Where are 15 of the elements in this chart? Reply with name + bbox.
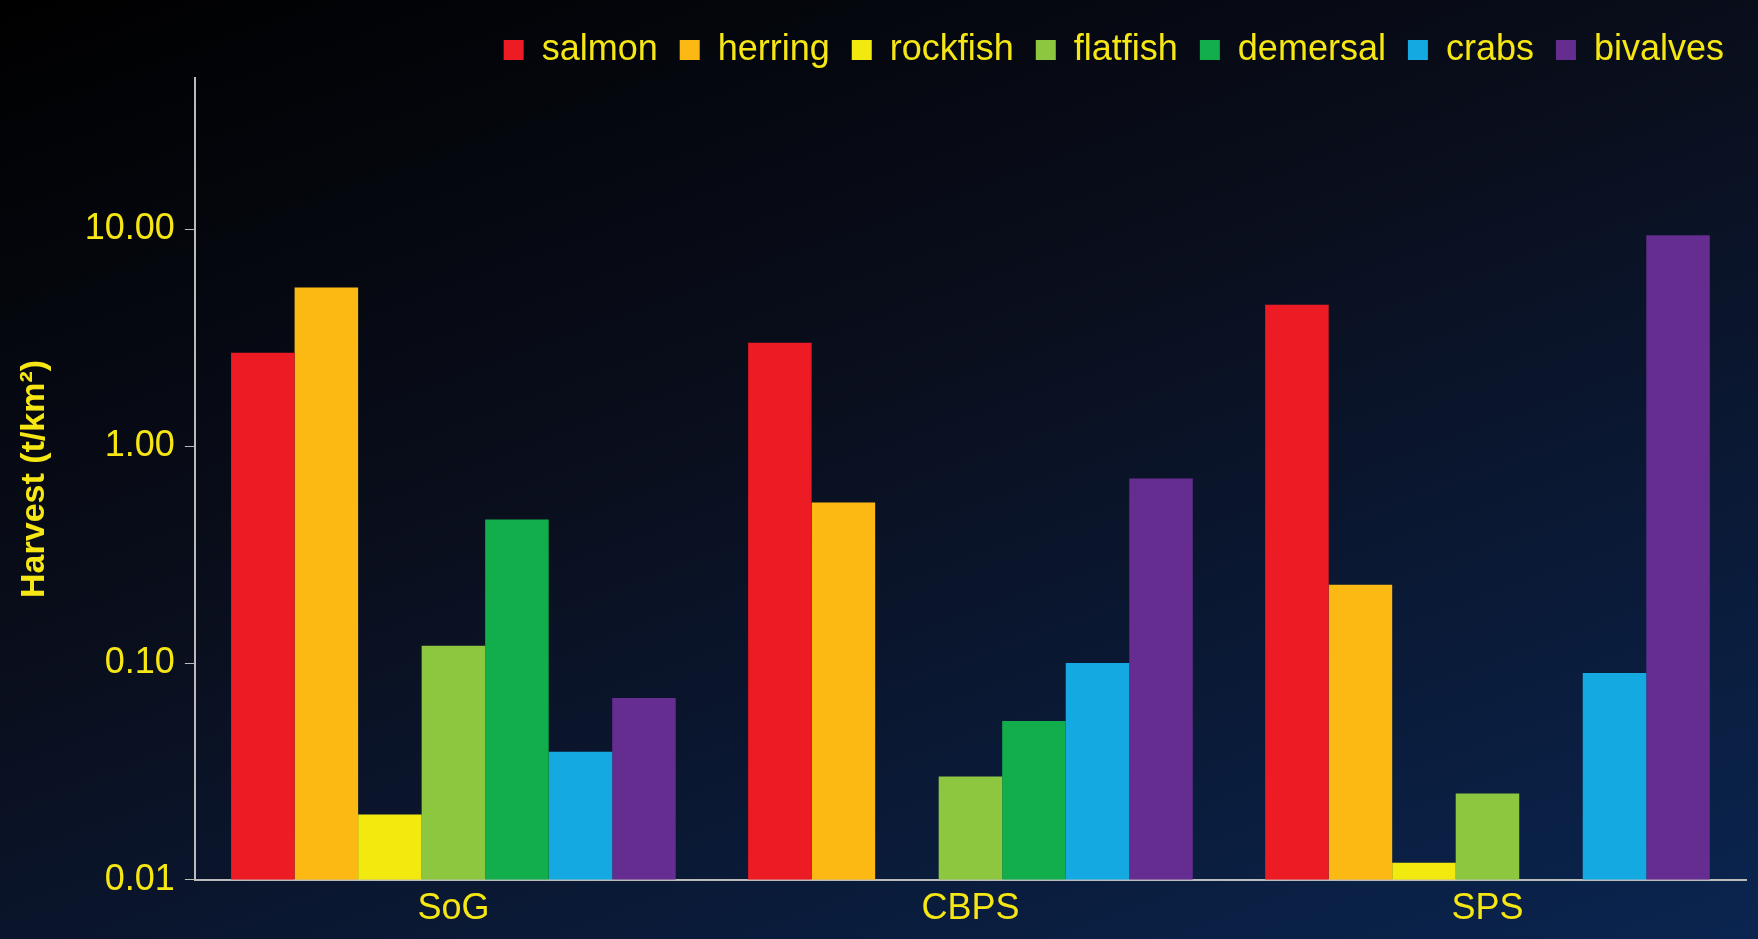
legend-label: bivalves <box>1593 26 1724 68</box>
legend-label: demersal <box>1237 26 1386 68</box>
y-tick-label: 0.01 <box>104 856 175 898</box>
y-tick-label: 1.00 <box>104 423 175 465</box>
legend-label: crabs <box>1445 26 1534 68</box>
legend-label: salmon <box>541 26 658 68</box>
x-tick-label: SoG <box>417 886 490 928</box>
x-tick-label: CBPS <box>921 886 1020 928</box>
legend-label: flatfish <box>1073 26 1178 68</box>
legend-label: rockfish <box>889 26 1014 68</box>
x-tick-label: SPS <box>1451 886 1524 928</box>
y-axis-title: Harvest (t/km²) <box>12 359 51 598</box>
y-tick-label: 10.00 <box>84 206 175 248</box>
legend-label: herring <box>717 26 830 68</box>
y-tick-label: 0.10 <box>104 639 175 681</box>
